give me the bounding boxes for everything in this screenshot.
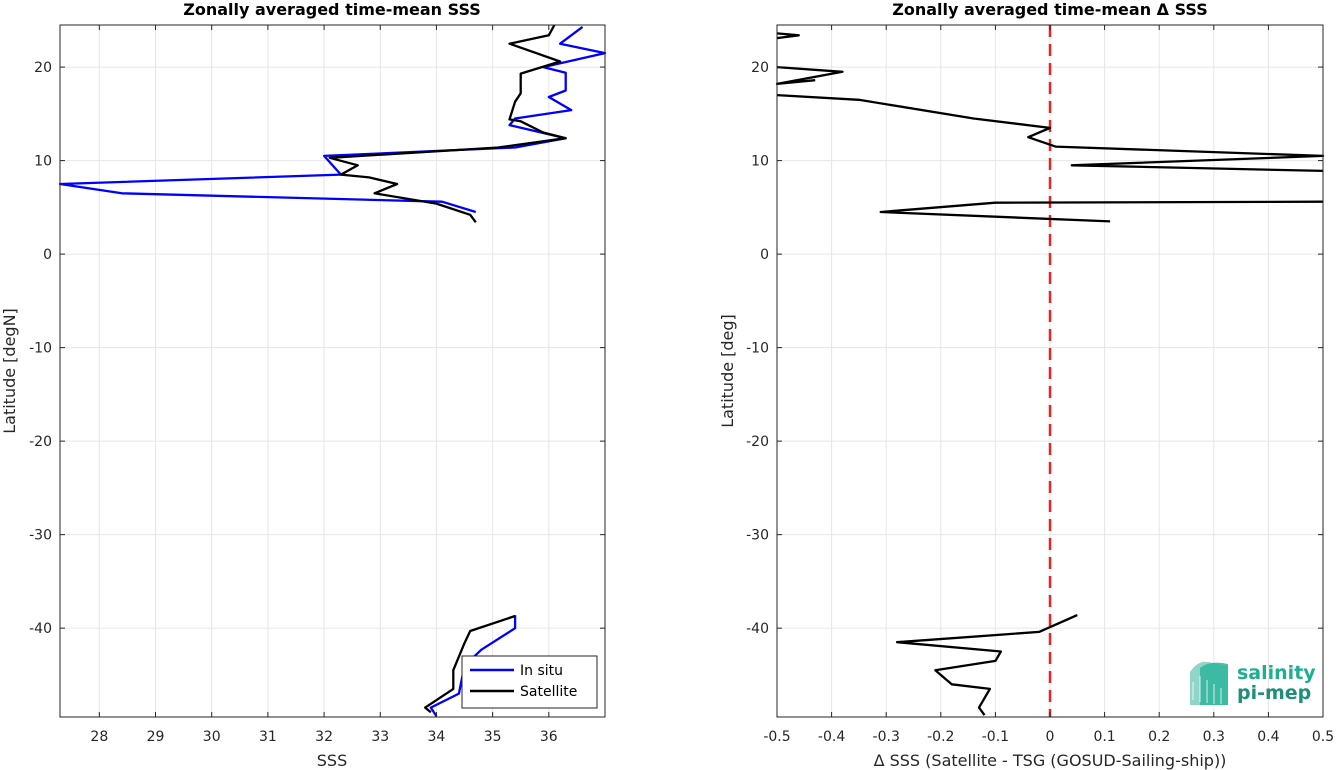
- x-tick-label: -0.4: [818, 729, 845, 745]
- x-tick-label: 28: [90, 729, 108, 745]
- y-tick-label: -30: [29, 528, 52, 544]
- x-tick-label: 0.2: [1148, 729, 1170, 745]
- delta-sss-series-line: [879, 200, 1324, 223]
- y-tick-label: -20: [29, 434, 52, 450]
- legend: In situ Satellite: [461, 655, 598, 709]
- x-tick-label: 0.5: [1312, 729, 1334, 745]
- logo-line2: pi-mep: [1237, 682, 1311, 704]
- x-tick-label: 0.3: [1203, 729, 1225, 745]
- x-tick-label: 34: [428, 729, 446, 745]
- delta-sss-series-line: [776, 32, 800, 40]
- x-tick-label: 0.1: [1093, 729, 1115, 745]
- x-tick-label: 36: [540, 729, 558, 745]
- left-ylabel: Latitude [degN]: [0, 308, 19, 434]
- x-tick-label: 30: [203, 729, 221, 745]
- left-plot-area: [60, 25, 605, 717]
- left-axes-box: [59, 24, 606, 718]
- right-xlabel: Δ SSS (Satellite - TSG (GOSUD-Sailing-sh…: [874, 751, 1227, 770]
- y-tick-label: 10: [751, 154, 769, 170]
- x-tick-label: 35: [484, 729, 502, 745]
- y-tick-label: 0: [760, 247, 769, 263]
- left-panel: 28 29 30 31 32 33 34 35 36 -40 -30 -20 -10 0 10 20 Zona…: [0, 0, 607, 770]
- left-title: Zonally averaged time-mean SSS: [183, 0, 481, 19]
- legend-label-in-situ: In situ: [520, 663, 563, 679]
- delta-sss-series-line: [775, 65, 844, 86]
- right-title: Zonally averaged time-mean Δ SSS: [892, 0, 1208, 19]
- y-tick-label: 20: [751, 60, 769, 76]
- satellite-series-line: [424, 614, 516, 714]
- x-tick-label: 32: [315, 729, 333, 745]
- logo-wave-lines: [1192, 676, 1222, 704]
- x-tick-label: 29: [147, 729, 165, 745]
- left-ticks: 28 29 30 31 32 33 34 35 36 -40 -30 -20 -10 0 10 20: [29, 25, 605, 745]
- satellite-series-line: [328, 24, 567, 223]
- y-tick-label: 10: [34, 154, 52, 170]
- x-tick-label: -0.1: [982, 729, 1009, 745]
- x-tick-label: -0.3: [873, 729, 900, 745]
- right-series-group: [775, 32, 1325, 716]
- y-tick-label: -40: [29, 621, 52, 637]
- x-tick-label: 33: [371, 729, 389, 745]
- x-tick-label: 0: [1046, 729, 1055, 745]
- x-tick-label: 31: [259, 729, 277, 745]
- x-tick-label: 0.4: [1257, 729, 1279, 745]
- right-panel: -0.5 -0.4 -0.3 -0.2 -0.1 0 0.1 0.2 0.3 0.4 0.5 -40 -…: [718, 0, 1334, 770]
- salinity-pi-mep-logo: salinity pi-mep: [1190, 661, 1316, 705]
- y-tick-label: -40: [746, 621, 769, 637]
- left-xlabel: SSS: [317, 751, 347, 770]
- delta-sss-series-line: [895, 614, 1078, 716]
- y-tick-label: 20: [34, 60, 52, 76]
- y-tick-label: 0: [43, 247, 52, 263]
- y-tick-label: -30: [746, 528, 769, 544]
- x-tick-label: -0.5: [763, 729, 790, 745]
- right-ylabel: Latitude [deg]: [718, 314, 737, 428]
- y-tick-label: -10: [29, 341, 52, 357]
- right-ticks: -0.5 -0.4 -0.3 -0.2 -0.1 0 0.1 0.2 0.3 0.4 0.5 -40 -…: [746, 25, 1334, 745]
- x-tick-label: -0.2: [927, 729, 954, 745]
- legend-box: [461, 655, 598, 709]
- delta-sss-series-line: [776, 93, 1325, 173]
- y-tick-label: -20: [746, 434, 769, 450]
- y-tick-label: -10: [746, 341, 769, 357]
- in-situ-series-line: [58, 25, 607, 214]
- legend-label-satellite: Satellite: [520, 684, 577, 700]
- logo-line1: salinity: [1237, 662, 1316, 684]
